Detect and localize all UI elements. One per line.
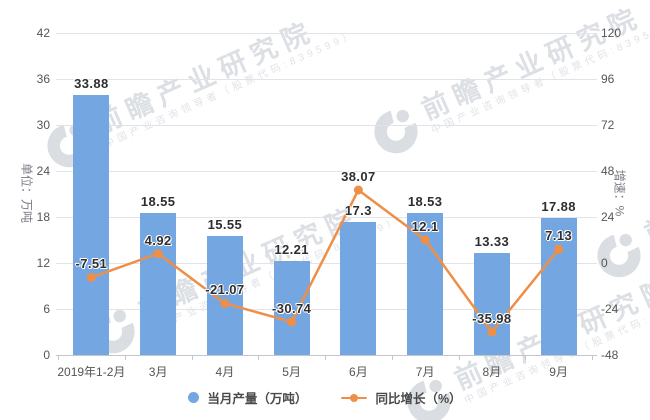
legend-label-monthly-output: 当月产量（万吨）: [207, 392, 308, 406]
x-axis-tick-mark: [258, 356, 260, 360]
y-axis-tick-label-right: 96: [601, 72, 615, 86]
left-axis-title: 单位：万吨: [19, 162, 34, 224]
x-axis-tick-mark: [124, 356, 126, 360]
x-axis-tick-mark: [458, 356, 460, 360]
y-axis-tick-label-right: -48: [601, 348, 619, 362]
y-axis-tick-label-right: 24: [601, 210, 615, 224]
y-axis-tick-label-right: -24: [601, 302, 619, 316]
y-axis-tick-label-left: 42: [36, 26, 50, 40]
line-value-label: -7.51: [75, 256, 108, 272]
x-axis-tick-label: 8月: [482, 365, 502, 379]
line-value-label: 7.13: [545, 228, 573, 244]
y-axis-tick-label-right: 0: [601, 256, 608, 270]
y-axis-tick-label-left: 36: [36, 72, 50, 86]
line-point[interactable]: [353, 185, 363, 195]
watermark-brand-text: 前瞻产业研究院: [640, 125, 650, 250]
y-axis-tick-label-left: 6: [43, 302, 50, 316]
bar[interactable]: [473, 252, 510, 355]
x-axis-tick-label: 3月: [148, 365, 168, 379]
x-axis-tick-label: 2019年1-2月: [57, 365, 126, 379]
bar[interactable]: [340, 222, 377, 355]
watermark-logo-icon: [374, 109, 418, 154]
bar-value-label: 33.88: [74, 76, 109, 92]
watermark-brand-text: 前瞻产业研究院: [90, 15, 320, 140]
line-value-label: 38.07: [341, 169, 376, 185]
x-axis-tick-mark: [525, 356, 527, 360]
bar-value-label: 18.53: [407, 193, 443, 209]
line-value-label: -35.98: [472, 310, 512, 326]
y-axis-tick-label-left: 0: [43, 348, 50, 362]
bar-value-label: 13.33: [474, 233, 510, 249]
watermark-brand-text: 前瞻产业研究院: [417, 1, 647, 126]
right-axis-title: 增速：%: [612, 169, 627, 217]
x-axis-tick-label: 4月: [215, 365, 235, 379]
y-axis-tick-label-left: 24: [36, 164, 50, 178]
x-axis-tick-label: 6月: [349, 365, 368, 379]
watermark-subtitle-text: 中国产业咨询领导者（股票代码:839599）: [102, 29, 358, 151]
line-value-label: -30.74: [271, 300, 312, 316]
line-value-label: 4.92: [144, 232, 172, 248]
bar[interactable]: [73, 95, 110, 355]
x-axis-tick-mark: [58, 356, 59, 360]
x-axis-tick-mark: [391, 356, 393, 360]
legend-bar-marker-icon: [188, 392, 200, 403]
x-axis-tick-label: 9月: [549, 365, 568, 379]
y-axis-tick-label-right: 72: [601, 118, 615, 132]
bar-value-label: 17.3: [344, 203, 372, 219]
x-axis-line: [56, 355, 597, 356]
x-axis-tick-label: 7月: [415, 365, 435, 379]
grid-line: [56, 125, 597, 126]
y-axis-tick-label-left: 18: [36, 210, 50, 224]
watermark-text: 前瞻产业研究院中国产业咨询领导者（股票代码:839599）: [90, 2, 358, 152]
legend-item-monthly-output[interactable]: 当月产量（万吨）: [188, 388, 307, 407]
x-axis-tick-label: 5月: [282, 365, 301, 379]
bar-value-label: 17.88: [541, 198, 576, 214]
x-axis-tick-mark: [592, 356, 593, 360]
y-axis-tick-label-left: 12: [36, 256, 50, 270]
bar-value-label: 18.55: [140, 193, 176, 209]
bar-value-label: 12.21: [274, 242, 309, 258]
y-axis-tick-label-left: 30: [36, 118, 50, 132]
line-value-label: 12.1: [411, 218, 439, 234]
legend-label-yoy-growth: 同比增长（%）: [375, 392, 462, 406]
grid-line: [56, 263, 597, 264]
legend-item-yoy-growth[interactable]: 同比增长（%）: [341, 388, 462, 407]
y-axis-tick-label-right: 48: [601, 164, 615, 178]
x-axis-tick-mark: [325, 356, 326, 360]
watermark-text: 前瞻产业研究院中国产业咨询领导者（股票代码:839599）: [417, 0, 650, 137]
bar-value-label: 15.55: [207, 216, 243, 232]
y-axis-tick-label-right: 120: [601, 26, 622, 40]
grid-line: [56, 33, 597, 34]
grid-line: [56, 171, 597, 172]
grid-line: [56, 79, 597, 80]
legend: 当月产量（万吨） 同比增长（%）: [0, 388, 650, 407]
bar[interactable]: [407, 212, 444, 355]
x-axis-tick-mark: [191, 356, 193, 360]
legend-line-marker-icon: [341, 392, 368, 403]
line-value-label: -21.07: [205, 282, 245, 298]
